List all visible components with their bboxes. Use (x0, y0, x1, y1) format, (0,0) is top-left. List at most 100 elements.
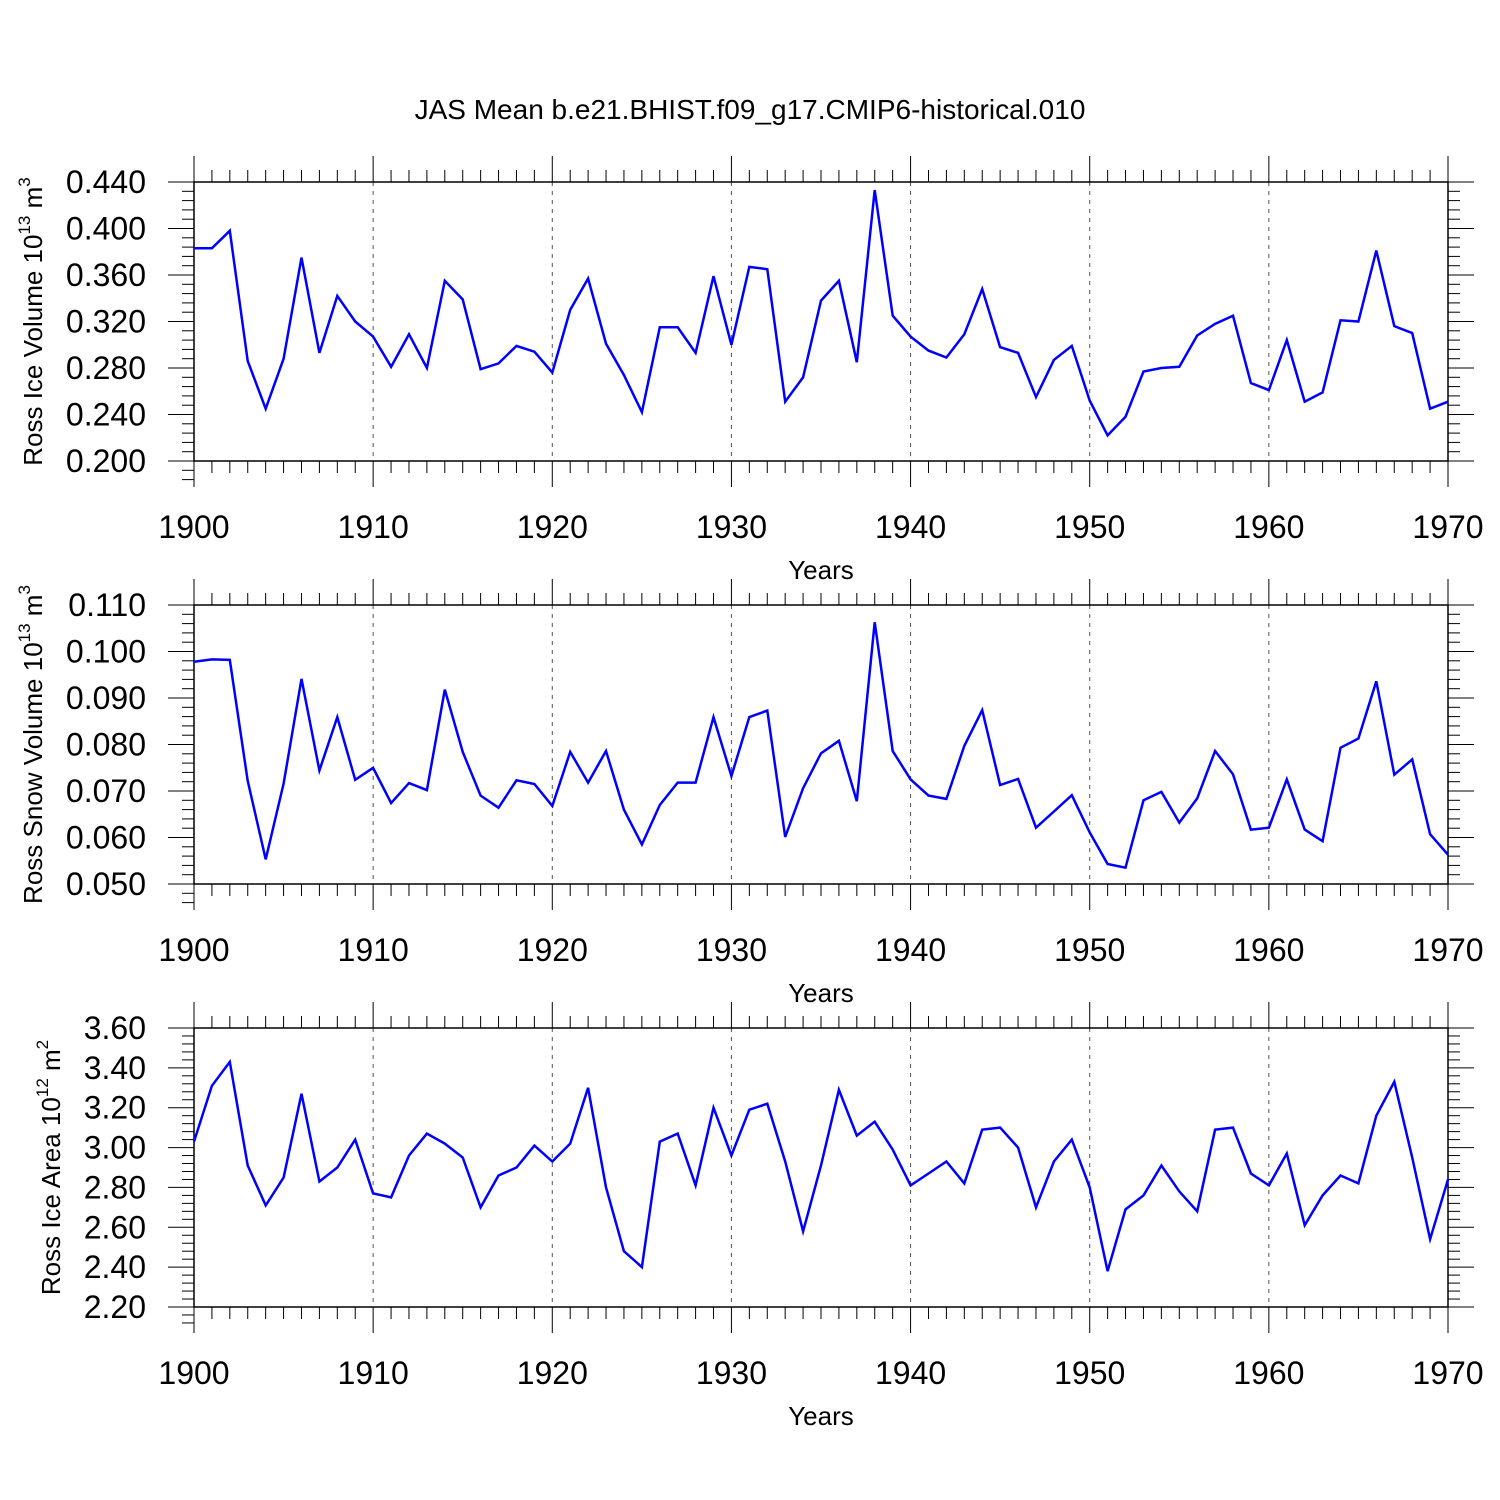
data-point (1321, 1194, 1323, 1196)
data-point (1411, 1156, 1413, 1158)
y-tick-label: 2.40 (84, 1249, 146, 1285)
data-series-line (194, 189, 1449, 438)
data-point (426, 367, 428, 369)
data-point (408, 782, 410, 784)
data-point (784, 836, 786, 838)
data-point (1196, 1210, 1198, 1212)
data-point (694, 1184, 696, 1186)
x-tick-label: 1960 (1233, 1355, 1304, 1391)
y-tick-label: 0.110 (68, 587, 146, 623)
data-point (282, 782, 284, 784)
data-point (193, 1140, 195, 1142)
data-point (1035, 396, 1037, 398)
data-point (999, 784, 1001, 786)
data-point (390, 1196, 392, 1198)
data-point (659, 804, 661, 806)
data-point (1196, 334, 1198, 336)
data-point (1250, 382, 1252, 384)
y-tick-label: 2.80 (84, 1169, 146, 1205)
data-point (479, 1206, 481, 1208)
data-point (1035, 1206, 1037, 1208)
data-point (856, 1134, 858, 1136)
data-point (1250, 1172, 1252, 1174)
data-series-line (192, 1058, 1450, 1272)
y-tick-label: 0.240 (66, 397, 146, 433)
data-point (479, 368, 481, 370)
data-point (1124, 1208, 1126, 1210)
data-point (748, 266, 750, 268)
data-point (497, 807, 499, 809)
data-point (372, 335, 374, 337)
data-point (229, 659, 231, 661)
data-point (1268, 1184, 1270, 1186)
data-point (336, 716, 338, 718)
data-point (748, 716, 750, 718)
data-point (533, 783, 535, 785)
data-point (927, 1172, 929, 1174)
data-point (1106, 863, 1108, 865)
x-tick-label: 1900 (158, 509, 229, 545)
data-point (1071, 345, 1073, 347)
data-point (766, 709, 768, 711)
data-point (318, 352, 320, 354)
data-point (515, 345, 517, 347)
data-point (1357, 320, 1359, 322)
data-point (1232, 1126, 1234, 1128)
y-tick-label: 3.60 (84, 1010, 146, 1046)
data-point (551, 805, 553, 807)
data-point (730, 344, 732, 346)
data-point (372, 1192, 374, 1194)
data-point (891, 750, 893, 752)
data-point (981, 1128, 983, 1130)
data-point (945, 356, 947, 358)
data-point (336, 295, 338, 297)
data-point (623, 1250, 625, 1252)
y-tick-label: 0.100 (66, 634, 146, 670)
y-tick-label: 3.00 (84, 1130, 146, 1166)
data-point (820, 752, 822, 754)
data-point (748, 1109, 750, 1111)
data-point (856, 361, 858, 363)
x-tick-label: 1950 (1054, 509, 1125, 545)
y-tick-label: 0.400 (66, 211, 146, 247)
data-point (1339, 1174, 1341, 1176)
data-point (1035, 827, 1037, 829)
data-point (802, 1230, 804, 1232)
y-tick-label: 0.070 (66, 773, 146, 809)
data-point (587, 781, 589, 783)
data-point (963, 745, 965, 747)
data-point (390, 802, 392, 804)
data-point (1393, 325, 1395, 327)
x-tick-label: 1970 (1412, 932, 1483, 968)
data-point (784, 401, 786, 403)
data-point (641, 1266, 643, 1268)
x-tick-label: 1910 (338, 1355, 409, 1391)
data-point (802, 787, 804, 789)
data-point (479, 794, 481, 796)
plot-frame (193, 604, 1449, 885)
data-point (1321, 840, 1323, 842)
data-point (712, 1107, 714, 1109)
data-point (354, 1138, 356, 1140)
data-point (336, 1166, 338, 1168)
data-point (909, 335, 911, 337)
data-point (1303, 401, 1305, 403)
data-point (1375, 249, 1377, 251)
data-point (444, 688, 446, 690)
x-tick-label: 1960 (1233, 509, 1304, 545)
data-point (1321, 391, 1323, 393)
data-point (1178, 821, 1180, 823)
x-axis-label: Years (788, 1401, 854, 1431)
data-point (551, 371, 553, 373)
x-tick-label: 1970 (1412, 1355, 1483, 1391)
data-point (1339, 319, 1341, 321)
data-point (1214, 323, 1216, 325)
data-point (1411, 758, 1413, 760)
data-point (1447, 854, 1449, 856)
data-point (533, 351, 535, 353)
data-point (1393, 774, 1395, 776)
data-point (784, 1160, 786, 1162)
data-point (318, 1180, 320, 1182)
y-tick-label: 0.360 (66, 257, 146, 293)
